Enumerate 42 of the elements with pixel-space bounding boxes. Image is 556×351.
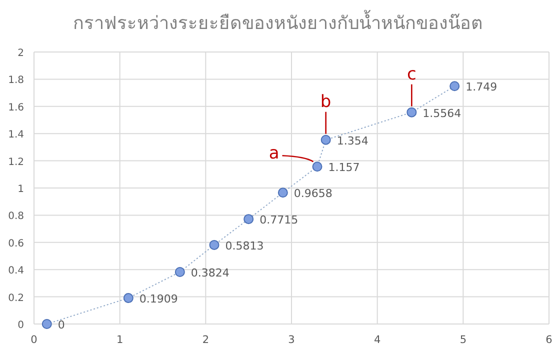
y-tick-label: 1.2 — [8, 156, 24, 168]
x-tick-label: 1 — [116, 334, 124, 346]
data-label: 1.5564 — [422, 106, 462, 120]
point — [320, 134, 331, 145]
data-label: 1.157 — [328, 161, 360, 174]
y-tick-label: 0.2 — [8, 292, 24, 304]
y-tick-label: 0.8 — [8, 211, 24, 222]
x-tick-label: 0 — [30, 334, 38, 346]
annotation: a — [268, 144, 280, 164]
y-tick-label: 2 — [18, 48, 24, 59]
point — [312, 162, 322, 172]
y-tick-label: 0.4 — [8, 266, 24, 277]
data-label: 0.3824 — [190, 266, 230, 280]
y-tick-label: 1.4 — [8, 130, 24, 141]
x-tick-label: 2 — [202, 334, 210, 346]
data-label: 0.1909 — [139, 292, 178, 306]
x-tick-label: 5 — [460, 334, 467, 346]
annotation: b — [320, 92, 332, 112]
chart-title: กราฟระหว่างระยะยืดของหนังยางกับน้ำหนักของน๊อต — [73, 10, 483, 34]
y-tick-label: 1.6 — [8, 102, 24, 114]
annotation: c — [406, 64, 416, 84]
y-tick-label: 1 — [18, 184, 24, 195]
data-label: 1.749 — [466, 80, 498, 94]
data-label: 0.7715 — [260, 214, 298, 227]
data-label: 0.5813 — [225, 239, 264, 252]
data-label: 1.354 — [336, 134, 368, 148]
data-label: 0.9658 — [294, 187, 332, 200]
x-tick-label: 4 — [374, 334, 381, 346]
point — [123, 293, 134, 304]
y-tick-label: 1.8 — [8, 75, 24, 86]
point — [209, 240, 220, 250]
point — [174, 266, 185, 277]
data-label: 0 — [58, 318, 65, 332]
x-tick-label: 3 — [288, 334, 295, 346]
point — [42, 319, 52, 329]
point — [244, 214, 254, 224]
y-tick-label: 0.6 — [8, 238, 24, 250]
point — [450, 81, 460, 92]
point — [278, 188, 288, 198]
point — [406, 107, 417, 118]
x-tick-label: 6 — [546, 334, 553, 346]
y-tick-label: 0 — [18, 320, 24, 331]
